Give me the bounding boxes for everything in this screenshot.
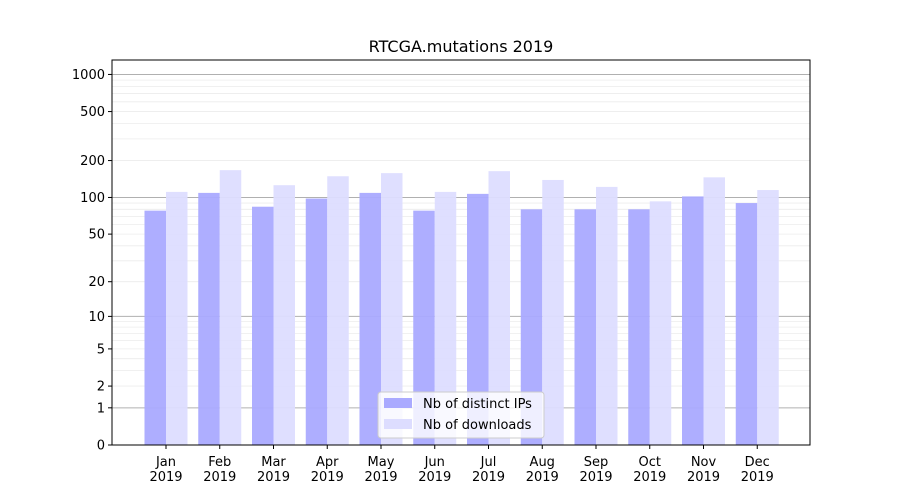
x-tick-label: Jun 2019 [418,455,451,485]
bar-distinct-ips [628,209,650,445]
y-tick-label: 0 [97,439,105,454]
legend-box [377,391,545,439]
bar-distinct-ips [574,209,596,445]
bar-downloads [596,186,618,445]
bar-distinct-ips [305,198,328,445]
bars [144,170,779,446]
y-tick-label: 20 [88,275,105,290]
bar-downloads [542,179,564,445]
bar-downloads [434,191,457,445]
y-tick-label: 100 [80,191,105,206]
bar-distinct-ips [467,193,489,445]
x-tick-label: Mar 2019 [257,455,290,485]
bar-downloads [327,176,349,445]
x-tick-label: May 2019 [364,455,397,485]
bar-downloads [757,190,779,445]
y-tick-label: 1000 [72,68,105,83]
x-tick-label: Jul 2019 [472,455,505,485]
bar-downloads [166,191,188,445]
bar-downloads [273,185,295,445]
bar-downloads [219,170,242,445]
bar-downloads [703,177,725,445]
y-tick-label: 500 [80,105,105,120]
bar-distinct-ips [682,196,704,445]
x-tick-label: Feb 2019 [203,455,236,485]
bar-downloads [649,201,672,445]
bar-distinct-ips [520,209,543,445]
x-tick-label: Jan 2019 [149,455,182,485]
bar-distinct-ips [252,206,274,445]
bar-downloads [488,171,510,445]
bar-distinct-ips [735,203,758,445]
x-axis: Jan 2019 Feb 2019 Mar 2019 Apr 2019 May 2019 Jun 20… [149,445,774,485]
y-tick-label: 50 [88,228,105,243]
chart-title: RTCGA.mutations 2019 [369,37,554,56]
legend-swatch [384,398,412,408]
x-tick-label: Apr 2019 [311,455,344,485]
bar-distinct-ips [413,210,435,445]
x-tick-label: Sep 2019 [579,455,612,485]
bar-distinct-ips [144,210,166,445]
bar-distinct-ips [359,192,381,445]
plot-frame [111,59,811,446]
legend-swatch [384,419,412,429]
legend: Nb of distinct IPs Nb of downloads [377,391,545,439]
y-tick-label: 200 [80,154,105,169]
bar-distinct-ips [198,192,220,445]
y-tick-label: 10 [88,310,105,325]
y-axis: 0 1 2 5 10 20 50 100 200 500 1000 [72,68,112,454]
legend-label: Nb of distinct IPs [423,397,532,412]
y-tick-label: 1 [97,401,105,416]
y-tick-label: 5 [97,342,105,357]
bar-downloads [381,173,403,446]
y-tick-label: 2 [97,380,105,395]
x-tick-label: Aug 2019 [526,455,559,485]
legend-label: Nb of downloads [423,418,532,433]
x-tick-label: Oct 2019 [633,455,666,485]
x-tick-label: Nov 2019 [687,455,720,485]
x-tick-label: Dec 2019 [741,455,774,485]
